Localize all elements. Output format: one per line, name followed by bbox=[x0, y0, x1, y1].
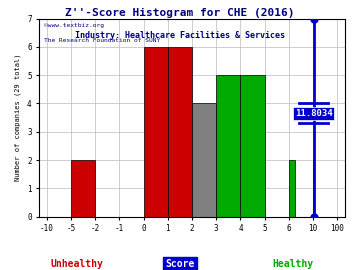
Text: Healthy: Healthy bbox=[272, 259, 313, 269]
Bar bbox=[289, 160, 295, 217]
Bar bbox=[240, 75, 265, 217]
Text: Unhealthy: Unhealthy bbox=[50, 259, 103, 269]
Bar bbox=[216, 75, 240, 217]
Text: Score: Score bbox=[165, 259, 195, 269]
Text: Industry: Healthcare Facilities & Services: Industry: Healthcare Facilities & Servic… bbox=[75, 31, 285, 40]
Text: ©www.textbiz.org: ©www.textbiz.org bbox=[44, 23, 104, 28]
Bar bbox=[71, 160, 95, 217]
Bar bbox=[168, 47, 192, 217]
Bar bbox=[192, 103, 216, 217]
Text: 11.8034: 11.8034 bbox=[295, 109, 333, 118]
Text: The Research Foundation of SUNY: The Research Foundation of SUNY bbox=[44, 38, 161, 43]
Bar bbox=[144, 47, 168, 217]
Text: Z''-Score Histogram for CHE (2016): Z''-Score Histogram for CHE (2016) bbox=[65, 8, 295, 18]
Y-axis label: Number of companies (29 total): Number of companies (29 total) bbox=[15, 54, 22, 181]
